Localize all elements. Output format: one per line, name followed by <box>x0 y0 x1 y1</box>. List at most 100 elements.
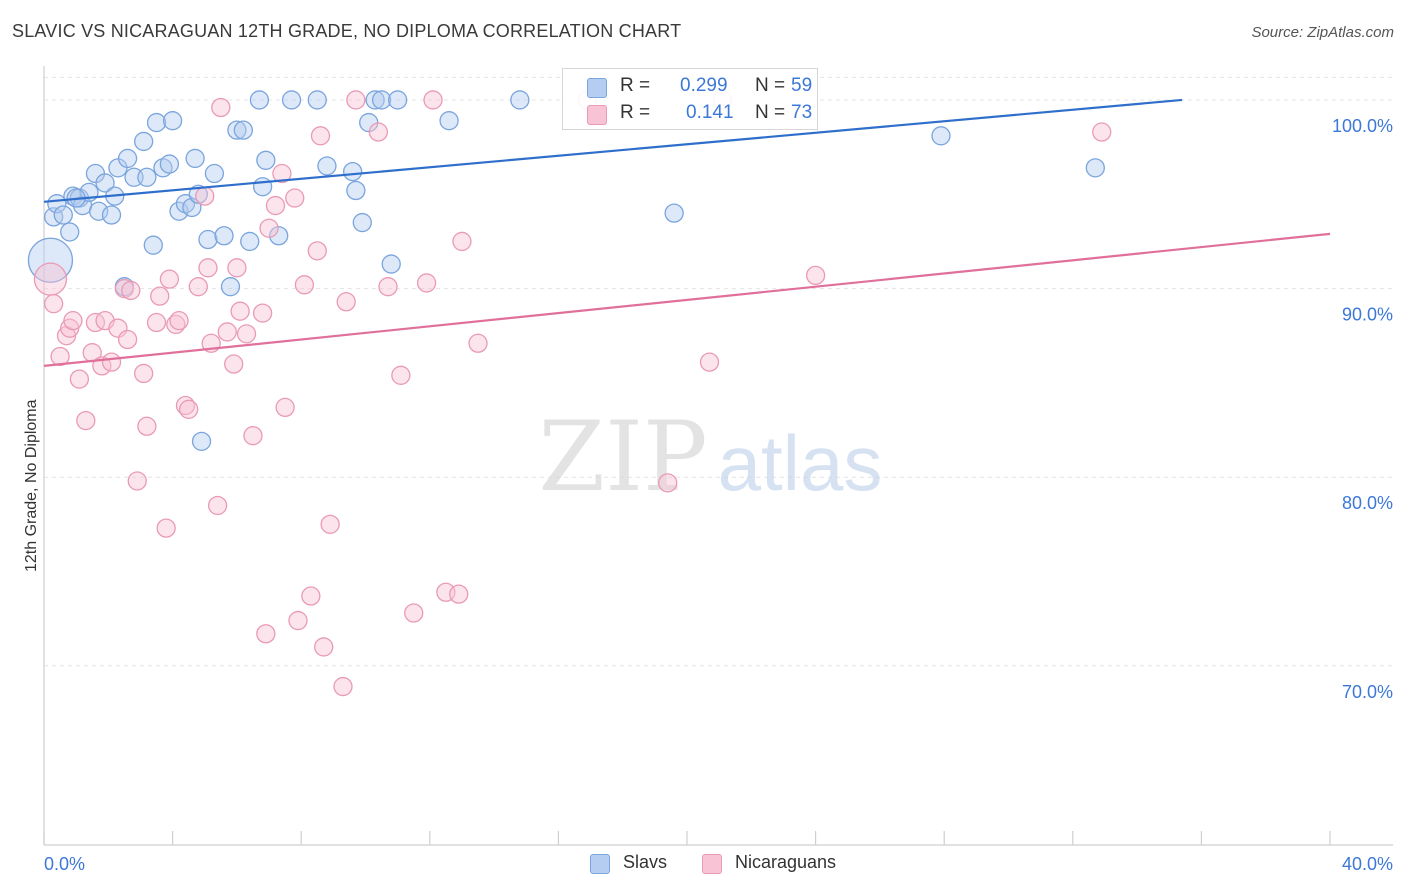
slavs-n-label: N = <box>755 75 786 96</box>
slavs-point <box>381 254 401 274</box>
slavs-point <box>387 90 408 110</box>
slavs-point <box>227 120 247 140</box>
slavs-point <box>134 131 154 152</box>
watermark-zip: ZIP <box>538 401 707 513</box>
nicaraguans-point <box>217 322 237 342</box>
nicaraguans-point <box>85 312 106 333</box>
nicaraguans-point <box>314 637 334 657</box>
tick-labels: 100.0% 90.0% 80.0% 70.0% 0.0% 40.0% <box>44 116 1393 874</box>
slavs-point <box>931 126 951 146</box>
nicaraguans-point <box>423 90 443 110</box>
nicaraguans-point <box>243 426 263 446</box>
nicaraguans-point <box>127 471 147 491</box>
slavs-point <box>233 120 253 140</box>
slavs-legend-label: Slavs <box>623 852 668 872</box>
nicaraguans-legend-label: Nicaraguans <box>735 852 837 872</box>
nicaraguans-point <box>288 610 308 631</box>
y-tick-label: 100.0% <box>1332 116 1393 136</box>
nicaraguans-point <box>294 275 315 295</box>
nicaraguans-point <box>224 354 244 374</box>
nicaraguans-n-value: 73 <box>791 102 813 123</box>
watermark: ZIP atlas <box>538 401 882 513</box>
nicaraguans-point <box>156 518 176 538</box>
nicaraguans-point <box>320 514 340 534</box>
nicaraguans-point <box>468 333 488 353</box>
nicaraguans-point <box>452 231 472 252</box>
x-tick-label-max: 40.0% <box>1342 854 1393 874</box>
slavs-point <box>342 161 363 182</box>
nicaraguans-point <box>301 586 321 606</box>
nicaraguans-point <box>275 397 295 418</box>
nicaraguans-point <box>137 416 157 436</box>
y-tick-label: 70.0% <box>1342 682 1393 702</box>
slavs-point <box>162 111 183 131</box>
nicaraguans-point <box>188 277 208 297</box>
nicaraguans-point <box>333 676 353 697</box>
nicaraguans-point <box>121 280 141 301</box>
nicaraguans-point <box>346 90 366 110</box>
nicaraguans-point <box>378 277 398 297</box>
nicaraguans-point <box>259 218 279 238</box>
nicaraguans-point <box>146 312 167 333</box>
slavs-point <box>510 90 530 110</box>
watermark-atlas: atlas <box>718 419 883 507</box>
slavs-point <box>352 212 372 233</box>
y-axis-label: 12th Grade, No Diploma <box>23 399 40 572</box>
slavs-point <box>159 154 180 174</box>
y-tick-label: 80.0% <box>1342 493 1393 513</box>
slavs-point <box>307 90 327 110</box>
slavs-point <box>191 431 212 452</box>
nicaraguans-point <box>195 186 215 206</box>
nicaraguans-point <box>159 269 180 289</box>
slavs-point <box>1085 158 1105 178</box>
axes-layer <box>43 66 1393 846</box>
x-tick-label-min: 0.0% <box>44 854 85 874</box>
nicaraguans-point <box>449 584 469 604</box>
slavs-point <box>365 90 385 110</box>
slavs-swatch <box>587 78 607 98</box>
slavs-point <box>214 226 234 246</box>
nicaraguans-point <box>416 273 437 293</box>
nicaraguans-point <box>117 329 138 350</box>
nicaraguans-point <box>179 399 199 419</box>
nicaraguans-point <box>236 324 257 344</box>
points-layer <box>27 90 1112 697</box>
slavs-point <box>95 173 115 193</box>
nicaraguans-point <box>230 301 250 321</box>
nicaraguans-point <box>211 97 231 118</box>
nicaraguans-point <box>227 258 247 278</box>
nicaraguans-point <box>310 126 331 146</box>
nicaraguans-legend-swatch <box>702 854 722 874</box>
slavs-point <box>664 203 684 223</box>
slavs-legend-swatch <box>590 854 610 874</box>
nicaraguans-point <box>43 294 64 314</box>
slavs-point <box>146 112 167 133</box>
nicaraguans-r-value: 0.141 <box>686 102 734 123</box>
nicaraguans-point <box>101 352 122 372</box>
nicaraguans-point <box>1092 122 1112 142</box>
slavs-point <box>53 205 73 225</box>
chart-title: SLAVIC VS NICARAGUAN 12TH GRADE, NO DIPL… <box>12 21 682 41</box>
nicaraguans-point <box>404 603 424 623</box>
slavs-r-value: 0.299 <box>680 75 728 96</box>
nicaraguans-point <box>252 303 273 323</box>
slavs-point <box>317 156 337 176</box>
nicaraguans-point <box>69 369 90 389</box>
nicaraguans-point <box>207 495 228 516</box>
slavs-point <box>143 235 163 255</box>
nicaraguans-point <box>33 262 68 296</box>
nicaraguans-point <box>256 624 276 644</box>
slavs-point <box>269 226 289 246</box>
slavs-r-label: R = <box>620 75 651 96</box>
slavs-point <box>60 222 80 242</box>
slavs-point <box>137 167 157 187</box>
slavs-point <box>198 229 218 250</box>
nicaraguans-point <box>76 410 96 431</box>
trend-layer <box>43 98 1331 367</box>
slavs-point <box>249 90 270 110</box>
slavs-point <box>101 205 122 225</box>
slavs-point <box>240 231 260 252</box>
slavs-point <box>371 90 392 110</box>
nicaraguans-point <box>699 352 720 372</box>
